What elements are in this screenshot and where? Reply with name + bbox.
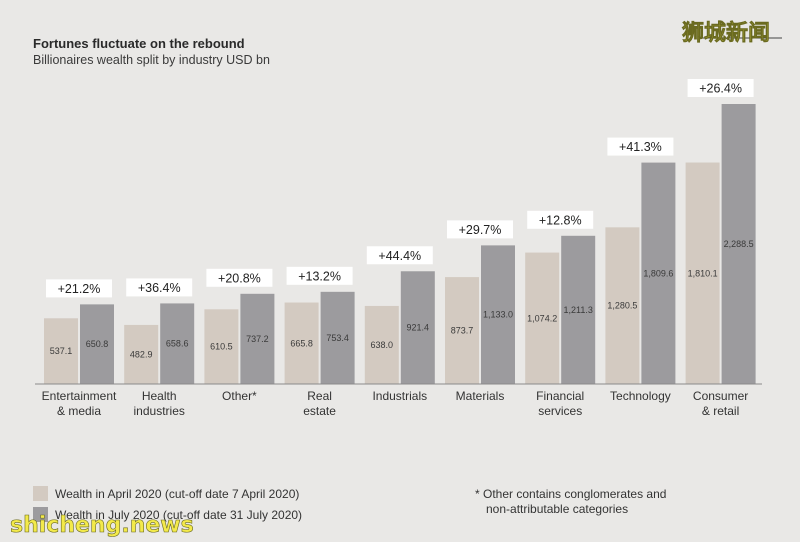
bar-july (320, 291, 355, 384)
value-label-july: 658.6 (166, 339, 189, 349)
bar-july (240, 293, 275, 384)
change-label: +44.4% (378, 249, 421, 263)
bar-april (124, 324, 159, 384)
change-badge (527, 210, 594, 229)
bar-july (400, 271, 435, 384)
change-badge (366, 246, 433, 265)
bars-group: 537.1 650.8 +21.2% Entertainment& media 482.… (42, 79, 756, 418)
bar-april (284, 302, 319, 384)
value-label-april: 610.5 (210, 342, 233, 352)
value-label-april: 638.0 (371, 340, 394, 350)
value-label-april: 1,810.1 (688, 268, 718, 278)
category-label: Materials (456, 389, 505, 403)
category-label: Entertainment (42, 389, 117, 403)
category-label: & retail (702, 404, 739, 418)
change-label: +13.2% (298, 269, 341, 283)
change-label: +36.4% (138, 281, 181, 295)
category-label: Technology (610, 389, 671, 403)
bar-april (525, 252, 560, 384)
legend-swatch-april (33, 486, 48, 501)
value-label-july: 2,288.5 (724, 239, 754, 249)
category-label: Other* (222, 389, 257, 403)
bar-april (445, 277, 479, 384)
value-label-april: 873.7 (451, 326, 474, 336)
legend-label-april: Wealth in April 2020 (cut-off date 7 Apr… (55, 487, 299, 501)
bar-july (721, 104, 756, 384)
change-label: +21.2% (58, 282, 101, 296)
watermark-bottom-left: shicheng.news (10, 513, 194, 538)
chart-title: Fortunes fluctuate on the rebound (33, 36, 245, 51)
watermark-top-right: 狮城新闻 (682, 20, 770, 46)
category-label: Industrials (372, 389, 427, 403)
legend-label-july: Wealth in July 2020 (cut-off date 31 Jul… (55, 508, 302, 522)
chart-subtitle: Billionaires wealth split by industry US… (33, 53, 270, 67)
change-label: +41.3% (619, 140, 662, 154)
footnote-line-2: non-attributable categories (486, 502, 628, 516)
value-label-april: 1,280.5 (607, 301, 637, 311)
category-label: Real (307, 389, 332, 403)
footnote-line-1: * Other contains conglomerates and (475, 487, 666, 501)
change-label: +20.8% (218, 271, 261, 285)
category-label: & media (57, 404, 101, 418)
bar-april (364, 305, 399, 384)
change-badge (687, 79, 754, 97)
value-label-july: 737.2 (246, 334, 269, 344)
bar-july (641, 162, 676, 384)
bar-april (685, 162, 720, 384)
change-badge (447, 220, 513, 239)
bar-july (481, 245, 515, 384)
change-badge (286, 266, 353, 285)
value-label-july: 1,211.3 (564, 305, 593, 315)
bar-july (80, 304, 114, 384)
bar-april (44, 318, 78, 384)
category-label: industries (134, 404, 185, 418)
value-label-april: 665.8 (290, 338, 313, 348)
category-label: estate (303, 404, 336, 418)
value-label-april: 1,074.2 (527, 313, 557, 323)
bar-july (561, 235, 596, 384)
change-badge (206, 268, 273, 287)
bar-july (160, 303, 195, 384)
value-label-july: 753.4 (326, 333, 349, 343)
value-label-april: 482.9 (130, 349, 153, 359)
category-label: Financial (536, 389, 584, 403)
value-label-july: 650.8 (86, 339, 109, 349)
value-label-july: 1,133.0 (483, 310, 513, 320)
change-label: +12.8% (539, 213, 582, 227)
value-label-july: 1,809.6 (643, 268, 673, 278)
change-badge (46, 279, 112, 298)
bar-april (204, 309, 239, 384)
value-label-july: 921.4 (407, 323, 430, 333)
change-label: +26.4% (699, 82, 742, 96)
change-badge (607, 137, 674, 156)
category-label: Consumer (693, 389, 748, 403)
change-badge (126, 278, 193, 297)
legend-swatch-july (33, 507, 48, 522)
bar-april (605, 227, 640, 384)
category-label: services (538, 404, 582, 418)
value-label-april: 537.1 (50, 346, 73, 356)
category-label: Health (142, 389, 177, 403)
change-label: +29.7% (459, 223, 502, 237)
